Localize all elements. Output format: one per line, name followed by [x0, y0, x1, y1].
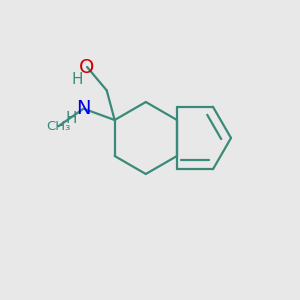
Text: H: H [66, 111, 77, 126]
Text: N: N [76, 99, 91, 118]
Text: CH₃: CH₃ [46, 120, 70, 133]
Text: H: H [71, 71, 83, 86]
Text: O: O [80, 58, 95, 76]
